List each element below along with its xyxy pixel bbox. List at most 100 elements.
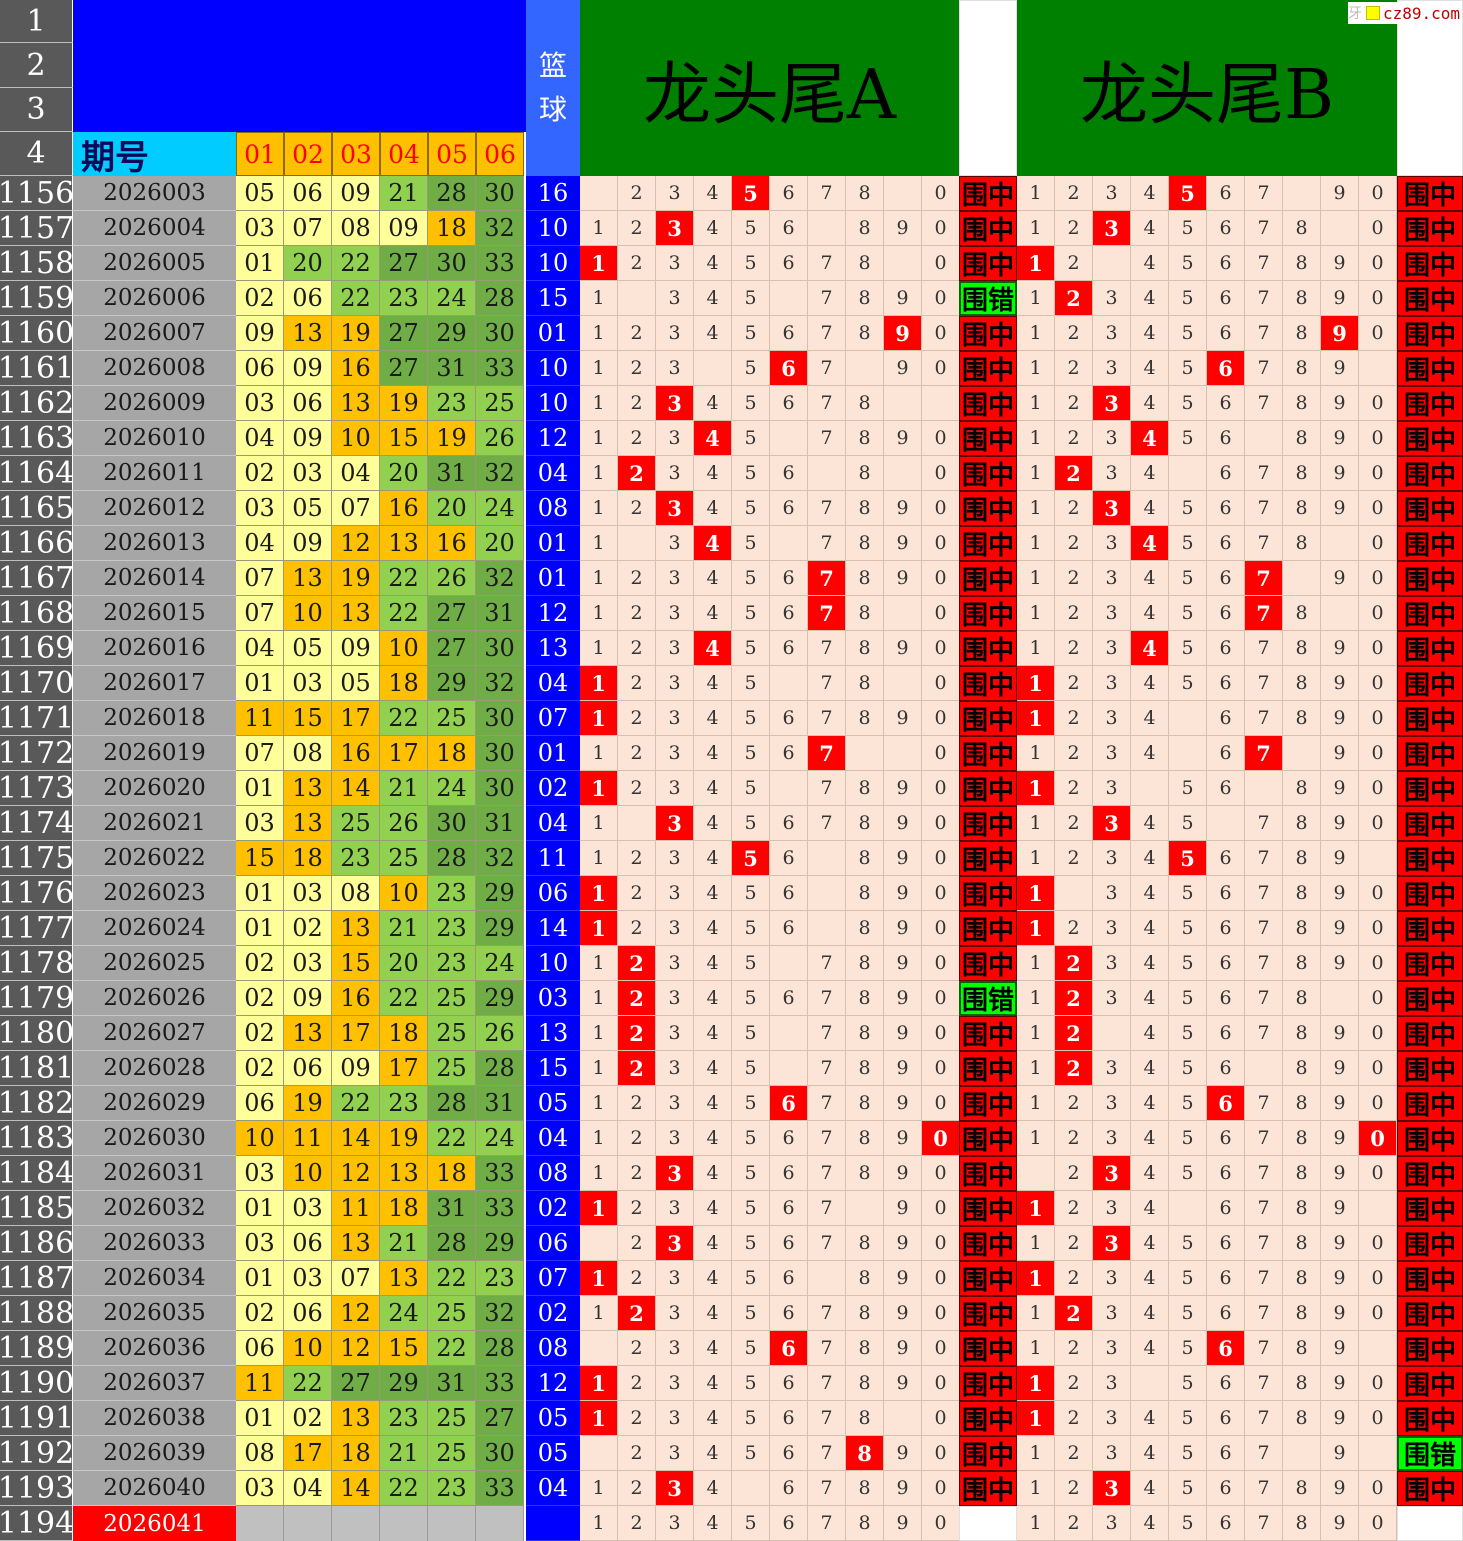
red-ball-cell[interactable]: 06 — [284, 1051, 332, 1086]
group-a-digit-cell[interactable]: 7 — [808, 596, 846, 631]
red-ball-cell[interactable]: 12 — [332, 1296, 380, 1331]
group-b-digit-cell[interactable]: 0 — [1359, 666, 1397, 701]
group-a-digit-cell[interactable] — [580, 1436, 618, 1471]
group-b-digit-cell[interactable] — [1169, 736, 1207, 771]
red-ball-cell[interactable]: 06 — [236, 1086, 284, 1121]
group-b-digit-cell[interactable]: 9 — [1321, 911, 1359, 946]
group-a-digit-cell[interactable]: 4 — [694, 1436, 732, 1471]
period-cell[interactable]: 2026030 — [73, 1121, 236, 1156]
group-a-digit-cell[interactable] — [732, 1471, 770, 1506]
red-ball-cell[interactable]: 28 — [476, 1331, 524, 1366]
group-b-result-badge[interactable]: 围中 — [1397, 1121, 1463, 1156]
group-a-digit-cell[interactable]: 3 — [656, 1366, 694, 1401]
group-a-digit-cell[interactable]: 2 — [618, 1506, 656, 1541]
group-b-digit-cell[interactable] — [1359, 1331, 1397, 1366]
group-b-digit-cell[interactable]: 7 — [1245, 701, 1283, 736]
group-a-digit-cell[interactable]: 1 — [580, 631, 618, 666]
group-a-digit-cell[interactable]: 5 — [732, 1261, 770, 1296]
red-ball-cell[interactable]: 23 — [476, 1261, 524, 1296]
red-ball-cell[interactable]: 13 — [380, 1156, 428, 1191]
group-a-digit-cell[interactable]: 2 — [618, 631, 656, 666]
group-b-result-badge[interactable]: 围中 — [1397, 1261, 1463, 1296]
red-ball-cell[interactable]: 02 — [284, 1401, 332, 1436]
red-ball-cell[interactable]: 16 — [380, 491, 428, 526]
group-b-digit-cell[interactable]: 7 — [1245, 1121, 1283, 1156]
blue-ball-cell[interactable]: 04 — [526, 1121, 580, 1156]
group-b-digit-cell[interactable]: 4 — [1131, 316, 1169, 351]
row-header[interactable]: 3 — [0, 88, 73, 132]
group-a-digit-cell[interactable]: 2 — [618, 1086, 656, 1121]
period-cell[interactable]: 2026020 — [73, 771, 236, 806]
red-ball-cell[interactable]: 04 — [284, 1471, 332, 1506]
group-b-digit-cell[interactable]: 3 — [1093, 491, 1131, 526]
group-b-digit-cell[interactable]: 6 — [1207, 246, 1245, 281]
group-b-digit-cell[interactable]: 2 — [1055, 771, 1093, 806]
group-a-digit-cell[interactable]: 1 — [580, 1296, 618, 1331]
row-header[interactable]: 1170 — [0, 666, 73, 701]
group-b-digit-cell[interactable]: 1 — [1017, 211, 1055, 246]
group-a-result-badge[interactable]: 围中 — [959, 386, 1017, 421]
red-ball-cell[interactable]: 01 — [236, 876, 284, 911]
group-b-digit-cell[interactable]: 7 — [1245, 176, 1283, 211]
group-b-digit-cell[interactable]: 5 — [1169, 491, 1207, 526]
group-a-digit-cell[interactable]: 0 — [922, 281, 960, 316]
group-a-digit-cell[interactable]: 3 — [656, 421, 694, 456]
red-ball-cell[interactable]: 09 — [284, 351, 332, 386]
blue-ball-cell[interactable]: 08 — [526, 1156, 580, 1191]
group-b-digit-cell[interactable]: 3 — [1093, 561, 1131, 596]
group-a-digit-cell[interactable]: 3 — [656, 1086, 694, 1121]
red-ball-cell[interactable]: 02 — [284, 911, 332, 946]
group-b-digit-cell[interactable]: 8 — [1283, 946, 1321, 981]
period-cell[interactable]: 2026018 — [73, 701, 236, 736]
group-b-result-badge[interactable]: 围中 — [1397, 666, 1463, 701]
group-a-result-badge[interactable]: 围中 — [959, 456, 1017, 491]
group-a-digit-cell[interactable] — [884, 596, 922, 631]
group-a-digit-cell[interactable]: 9 — [884, 981, 922, 1016]
group-a-digit-cell[interactable]: 2 — [618, 736, 656, 771]
red-ball-cell[interactable]: 20 — [428, 491, 476, 526]
group-a-digit-cell[interactable]: 0 — [922, 1296, 960, 1331]
group-a-digit-cell[interactable]: 8 — [846, 771, 884, 806]
red-ball-cell[interactable]: 07 — [332, 1261, 380, 1296]
group-b-digit-cell[interactable]: 0 — [1359, 281, 1397, 316]
group-a-digit-cell[interactable]: 5 — [732, 666, 770, 701]
red-ball-cell[interactable]: 01 — [236, 1401, 284, 1436]
group-b-digit-cell[interactable]: 9 — [1321, 421, 1359, 456]
period-cell[interactable]: 2026017 — [73, 666, 236, 701]
group-b-digit-cell[interactable]: 9 — [1321, 281, 1359, 316]
group-a-digit-cell[interactable]: 0 — [922, 631, 960, 666]
group-a-digit-cell[interactable] — [808, 456, 846, 491]
group-b-digit-cell[interactable]: 9 — [1321, 1226, 1359, 1261]
red-ball-cell[interactable]: 30 — [476, 631, 524, 666]
group-b-digit-cell[interactable] — [1169, 1191, 1207, 1226]
group-b-digit-cell[interactable]: 9 — [1321, 246, 1359, 281]
red-ball-cell[interactable]: 09 — [332, 1051, 380, 1086]
red-ball-cell[interactable]: 05 — [284, 631, 332, 666]
red-ball-cell[interactable]: 03 — [236, 806, 284, 841]
red-ball-cell[interactable]: 33 — [476, 351, 524, 386]
row-header[interactable]: 1178 — [0, 946, 73, 981]
group-b-digit-cell[interactable]: 7 — [1245, 351, 1283, 386]
group-a-digit-cell[interactable]: 3 — [656, 281, 694, 316]
group-a-digit-cell[interactable]: 6 — [770, 596, 808, 631]
row-header[interactable]: 1177 — [0, 911, 73, 946]
red-ball-cell[interactable]: 23 — [428, 876, 476, 911]
group-a-digit-cell[interactable]: 2 — [618, 246, 656, 281]
group-a-digit-cell[interactable]: 4 — [694, 841, 732, 876]
group-a-digit-cell[interactable]: 7 — [808, 1226, 846, 1261]
row-header[interactable]: 1171 — [0, 701, 73, 736]
group-a-digit-cell[interactable]: 4 — [694, 701, 732, 736]
group-b-digit-cell[interactable] — [1055, 876, 1093, 911]
group-b-digit-cell[interactable]: 2 — [1055, 176, 1093, 211]
group-b-result-badge[interactable]: 围中 — [1397, 456, 1463, 491]
row-header[interactable]: 1162 — [0, 386, 73, 421]
group-a-digit-cell[interactable]: 4 — [694, 1086, 732, 1121]
group-a-digit-cell[interactable]: 2 — [618, 386, 656, 421]
group-b-digit-cell[interactable]: 7 — [1245, 1366, 1283, 1401]
group-a-digit-cell[interactable]: 9 — [884, 1121, 922, 1156]
group-a-digit-cell[interactable] — [770, 1016, 808, 1051]
group-a-digit-cell[interactable]: 1 — [580, 876, 618, 911]
red-ball-cell[interactable]: 01 — [236, 666, 284, 701]
red-ball-cell[interactable]: 09 — [380, 211, 428, 246]
group-b-digit-cell[interactable]: 1 — [1017, 456, 1055, 491]
